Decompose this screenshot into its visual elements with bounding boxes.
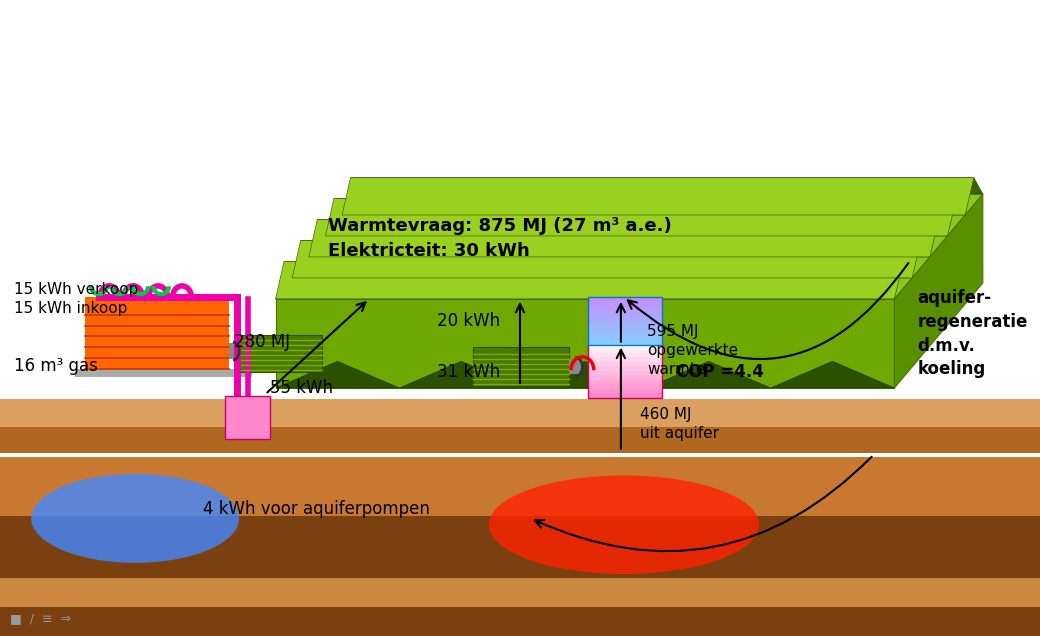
Polygon shape bbox=[523, 361, 647, 388]
Polygon shape bbox=[292, 240, 921, 278]
FancyBboxPatch shape bbox=[569, 360, 581, 374]
Text: 55 kWh: 55 kWh bbox=[270, 379, 334, 397]
FancyBboxPatch shape bbox=[588, 362, 662, 366]
FancyBboxPatch shape bbox=[588, 380, 662, 384]
FancyBboxPatch shape bbox=[588, 366, 662, 371]
Polygon shape bbox=[399, 361, 523, 388]
FancyBboxPatch shape bbox=[588, 344, 662, 349]
Polygon shape bbox=[309, 219, 939, 257]
Text: 280 MJ: 280 MJ bbox=[234, 333, 290, 351]
Text: COP =4.4: COP =4.4 bbox=[676, 363, 763, 381]
FancyBboxPatch shape bbox=[588, 335, 662, 340]
FancyBboxPatch shape bbox=[0, 453, 1040, 456]
Polygon shape bbox=[276, 361, 399, 388]
FancyBboxPatch shape bbox=[588, 349, 662, 353]
Polygon shape bbox=[276, 262, 903, 299]
FancyBboxPatch shape bbox=[588, 316, 662, 321]
Polygon shape bbox=[326, 198, 957, 236]
Text: ■  /  ≡  ⇒: ■ / ≡ ⇒ bbox=[10, 612, 72, 625]
Text: 31 kWh: 31 kWh bbox=[437, 363, 500, 381]
FancyBboxPatch shape bbox=[588, 311, 662, 316]
Text: aquifer-
regeneratie
d.m.v.
koeling: aquifer- regeneratie d.m.v. koeling bbox=[917, 289, 1028, 378]
Polygon shape bbox=[301, 240, 930, 257]
FancyBboxPatch shape bbox=[588, 307, 662, 311]
Polygon shape bbox=[276, 194, 983, 299]
FancyBboxPatch shape bbox=[0, 455, 1040, 457]
Polygon shape bbox=[317, 219, 947, 236]
Text: 4 kWh voor aquiferpompen: 4 kWh voor aquiferpompen bbox=[203, 500, 430, 518]
FancyBboxPatch shape bbox=[588, 357, 662, 362]
Text: 595 MJ
opgewerkte
warmte: 595 MJ opgewerkte warmte bbox=[647, 324, 738, 377]
FancyBboxPatch shape bbox=[588, 340, 662, 345]
FancyBboxPatch shape bbox=[588, 321, 662, 326]
FancyBboxPatch shape bbox=[588, 375, 662, 380]
Polygon shape bbox=[350, 177, 983, 194]
Text: 15 kWh verkoop
15 kWh inkoop: 15 kWh verkoop 15 kWh inkoop bbox=[14, 282, 138, 316]
FancyBboxPatch shape bbox=[588, 326, 662, 331]
FancyBboxPatch shape bbox=[588, 353, 662, 357]
FancyBboxPatch shape bbox=[473, 347, 569, 386]
FancyBboxPatch shape bbox=[237, 335, 322, 372]
FancyBboxPatch shape bbox=[588, 389, 662, 393]
Polygon shape bbox=[771, 361, 894, 388]
FancyBboxPatch shape bbox=[588, 302, 662, 307]
FancyBboxPatch shape bbox=[588, 331, 662, 335]
FancyBboxPatch shape bbox=[588, 384, 662, 389]
Polygon shape bbox=[342, 177, 974, 215]
FancyBboxPatch shape bbox=[225, 396, 270, 439]
Polygon shape bbox=[284, 262, 912, 278]
FancyBboxPatch shape bbox=[229, 343, 239, 359]
FancyBboxPatch shape bbox=[588, 371, 662, 375]
Text: 20 kWh: 20 kWh bbox=[437, 312, 500, 330]
Ellipse shape bbox=[489, 476, 759, 574]
FancyBboxPatch shape bbox=[588, 393, 662, 398]
FancyBboxPatch shape bbox=[85, 297, 229, 372]
Text: 460 MJ
uit aquifer: 460 MJ uit aquifer bbox=[640, 407, 719, 441]
FancyBboxPatch shape bbox=[588, 297, 662, 301]
Text: 16 m³ gas: 16 m³ gas bbox=[14, 357, 98, 375]
FancyBboxPatch shape bbox=[75, 369, 252, 377]
Text: Warmtevraag: 875 MJ (27 m³ a.e.)
Elektricteit: 30 kWh: Warmtevraag: 875 MJ (27 m³ a.e.) Elektri… bbox=[328, 217, 672, 260]
Polygon shape bbox=[334, 198, 965, 215]
Polygon shape bbox=[894, 194, 983, 388]
Polygon shape bbox=[276, 299, 894, 388]
Polygon shape bbox=[647, 361, 771, 388]
Ellipse shape bbox=[31, 474, 239, 563]
